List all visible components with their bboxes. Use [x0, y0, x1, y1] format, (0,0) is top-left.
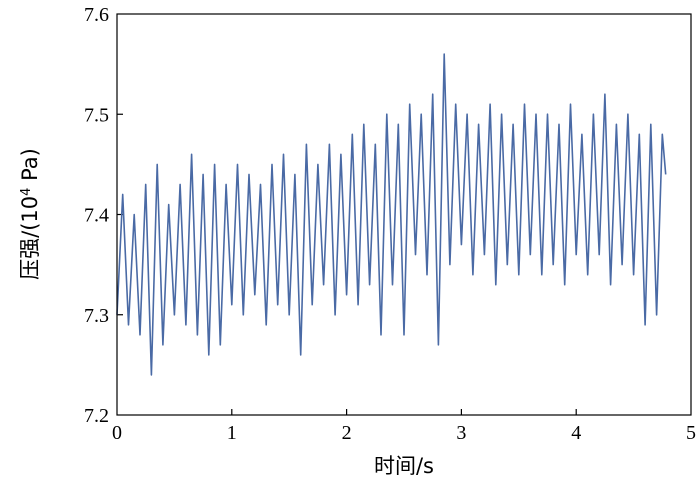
- y-axis-title-exponent: 4: [19, 188, 34, 196]
- y-axis-title-unit: Pa): [18, 148, 42, 187]
- y-tick-label: 7.3: [84, 305, 109, 327]
- y-tick-label: 7.2: [84, 405, 109, 427]
- y-axis-title-main: 压强/(10: [18, 196, 42, 280]
- x-tick-label: 3: [456, 422, 466, 444]
- y-tick-label: 7.6: [84, 4, 109, 26]
- x-tick-label: 2: [342, 422, 352, 444]
- plot-frame: [116, 13, 692, 416]
- y-axis-title: 压强/(104 Pa): [18, 148, 42, 280]
- tick-marks: [117, 113, 577, 415]
- x-axis-title: 时间/s: [374, 454, 434, 478]
- x-tick-label: 4: [571, 422, 581, 444]
- x-tick-label: 5: [686, 422, 696, 444]
- x-tick-label: 0: [112, 422, 122, 444]
- y-tick-label: 7.5: [84, 104, 109, 126]
- x-tick-label: 1: [227, 422, 237, 444]
- y-tick-labels: 7.2 7.3 7.4 7.5 7.6: [84, 4, 109, 427]
- x-tick-labels: 0 1 2 3 4 5: [112, 422, 696, 444]
- y-tick-label: 7.4: [84, 205, 109, 227]
- series-line: [116, 53, 667, 376]
